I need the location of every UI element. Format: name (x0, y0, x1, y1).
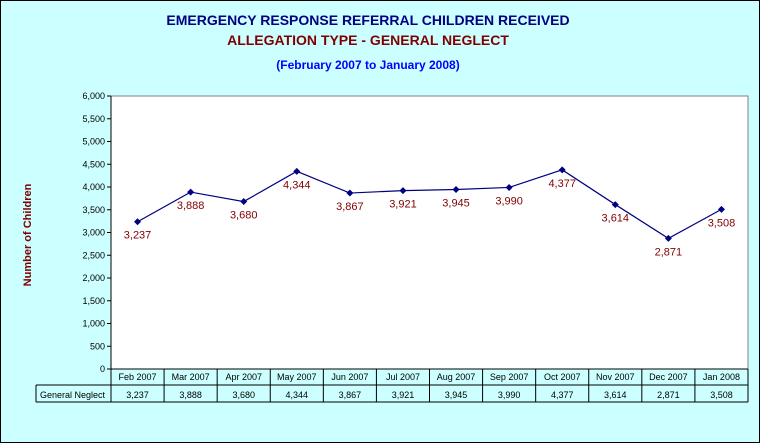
table-value-cell: 3,614 (604, 390, 627, 400)
data-point-marker (134, 218, 142, 226)
y-tick-label: 3,500 (82, 205, 105, 215)
x-tick-label: Nov 2007 (596, 372, 635, 382)
y-tick-label: 2,500 (82, 250, 105, 260)
x-tick-label: Feb 2007 (119, 372, 157, 382)
data-label: 3,945 (442, 198, 470, 210)
data-point-marker (240, 198, 248, 206)
y-tick-label: 500 (90, 341, 105, 351)
table-value-cell: 3,867 (339, 390, 362, 400)
data-point-marker (664, 234, 672, 242)
x-tick-label: Apr 2007 (225, 372, 262, 382)
x-tick-label: Jan 2008 (703, 372, 740, 382)
data-point-marker (558, 166, 566, 174)
data-label: 4,344 (283, 179, 311, 191)
data-label: 4,377 (548, 178, 576, 190)
x-tick-label: Sep 2007 (490, 372, 529, 382)
y-tick-label: 1,000 (82, 319, 105, 329)
data-label: 3,921 (389, 199, 417, 211)
table-value-cell: 4,377 (551, 390, 574, 400)
data-point-marker (611, 201, 619, 209)
data-point-marker (717, 205, 725, 213)
data-label: 3,508 (708, 217, 736, 229)
plot-area (110, 95, 749, 370)
data-label: 3,680 (230, 210, 258, 222)
y-tick-label: 6,000 (82, 91, 105, 101)
x-tick-label: Mar 2007 (172, 372, 210, 382)
x-tick-label: Aug 2007 (437, 372, 476, 382)
table-value-cell: 3,237 (126, 390, 149, 400)
data-point-marker (505, 183, 513, 191)
table-value-cell: 3,945 (445, 390, 468, 400)
data-label: 3,237 (124, 230, 152, 242)
table-value-cell: 3,921 (392, 390, 415, 400)
data-point-marker (399, 187, 407, 195)
data-label: 3,888 (177, 200, 205, 212)
x-tick-label: Jun 2007 (331, 372, 368, 382)
table-value-cell: 3,508 (710, 390, 733, 400)
series-line (137, 169, 722, 240)
chart-title: EMERGENCY RESPONSE REFERRAL CHILDREN REC… (166, 12, 570, 28)
data-label: 3,867 (336, 201, 364, 213)
y-tick-label: 1,500 (82, 296, 105, 306)
table-value-cell: 4,344 (286, 390, 309, 400)
y-tick-label: 5,500 (82, 114, 105, 124)
data-label: 3,990 (495, 195, 523, 207)
y-tick-label: 4,500 (82, 159, 105, 169)
y-tick-label: 5,000 (82, 137, 105, 147)
x-tick-label: Jul 2007 (386, 372, 420, 382)
data-point-marker (187, 188, 195, 196)
y-tick-label: 2,000 (82, 273, 105, 283)
table-series-name: General Neglect (40, 390, 106, 400)
x-tick-label: Dec 2007 (649, 372, 688, 382)
y-tick-label: 4,000 (82, 182, 105, 192)
data-point-marker (452, 186, 460, 194)
table-value-cell: 3,680 (232, 390, 255, 400)
data-point-marker (293, 167, 301, 175)
chart-subtitle: ALLEGATION TYPE - GENERAL NEGLECT (227, 32, 509, 48)
x-tick-label: May 2007 (277, 372, 317, 382)
y-tick-label: 3,000 (82, 228, 105, 238)
data-label: 2,871 (655, 246, 683, 258)
table-value-cell: 2,871 (657, 390, 680, 400)
data-point-marker (346, 189, 354, 197)
chart-date-range: (February 2007 to January 2008) (276, 58, 460, 72)
y-tick-label: 0 (100, 364, 105, 374)
x-tick-label: Oct 2007 (544, 372, 581, 382)
data-label: 3,614 (602, 213, 630, 225)
table-value-cell: 3,888 (179, 390, 202, 400)
table-value-cell: 3,990 (498, 390, 521, 400)
